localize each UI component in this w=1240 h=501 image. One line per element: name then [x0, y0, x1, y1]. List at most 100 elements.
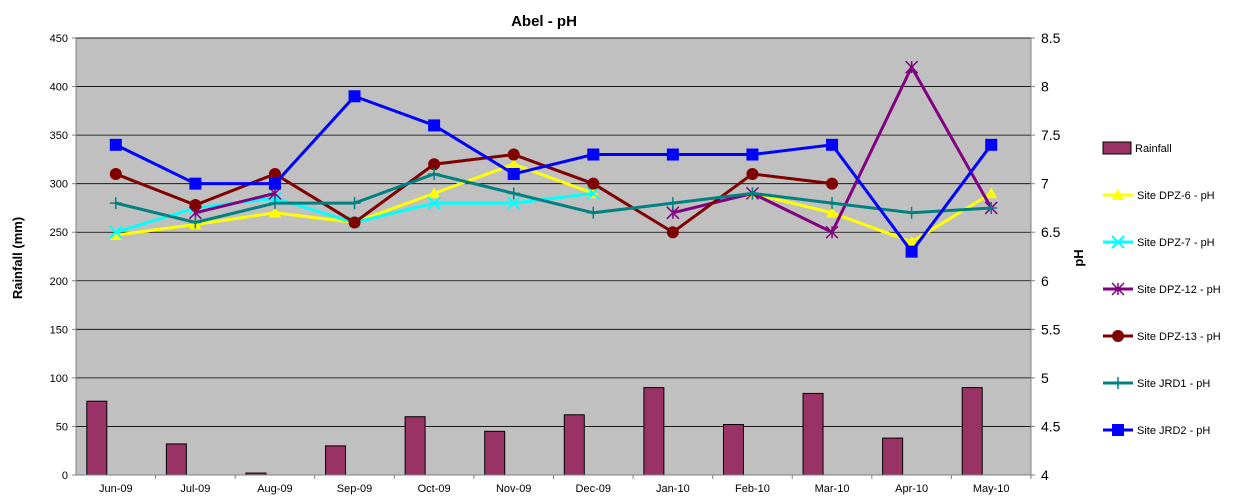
rainfall-bar: [722, 424, 744, 476]
data-point: [746, 167, 759, 180]
data-point: [1112, 189, 1124, 200]
data-point: [666, 226, 679, 239]
data-point: [109, 197, 122, 210]
left-tick-label: 250: [50, 227, 68, 239]
right-tick-label: 5.5: [1041, 321, 1061, 337]
rainfall-bar: [882, 437, 904, 476]
rainfall-bar: [484, 430, 506, 476]
series-site-dpz-13-ph: [109, 148, 839, 239]
legend-swatch-rainfall: [1102, 141, 1132, 155]
data-point: [109, 225, 123, 239]
x-tick-label: Feb-10: [735, 483, 770, 495]
x-tick-label: Sep-09: [337, 483, 372, 495]
data-point: [428, 119, 441, 132]
data-point: [1112, 330, 1124, 342]
left-tick-label: 50: [56, 421, 68, 433]
x-tick-label: Jan-10: [656, 483, 690, 495]
data-point: [587, 206, 600, 219]
left-tick-label: 400: [50, 82, 68, 94]
data-point: [586, 186, 600, 201]
right-tick-label: 8: [1041, 79, 1049, 95]
data-point: [507, 158, 520, 170]
data-point: [189, 177, 202, 190]
right-tick-label: 7.5: [1041, 127, 1061, 143]
data-point: [507, 148, 520, 161]
series-line: [115, 172, 992, 225]
x-tick-label: Aug-09: [257, 483, 292, 495]
chart-title: Abel - pH: [511, 13, 577, 30]
left-tick-label: 200: [50, 276, 68, 288]
data-point: [427, 196, 441, 210]
legend-label: Site DPZ-7 - pH: [1137, 237, 1215, 249]
x-tick-label: Jul-09: [180, 483, 210, 495]
left-tick-label: 450: [50, 33, 68, 45]
right-tick-label: 4.5: [1041, 418, 1061, 434]
x-axis-tick-labels: Jun-09 Jul-09 Aug-09 Sep-09 Oct-09 Nov-09 Dec-…: [99, 483, 1010, 495]
data-point: [507, 196, 521, 210]
legend-label: Site JRD2 - pH: [1137, 425, 1210, 437]
data-point: [905, 60, 919, 74]
right-axis-tick-labels: 4 4.5 5 5.5 6 6.5 7 7.5 8 8.5: [1041, 30, 1061, 483]
data-point: [268, 167, 281, 180]
rainfall-bar: [165, 443, 187, 476]
series-site-dpz-12-ph: [188, 60, 998, 239]
series-line: [195, 191, 276, 215]
data-point: [189, 216, 202, 229]
x-tick-label: Dec-09: [576, 483, 611, 495]
data-point: [428, 167, 441, 180]
legend-label: Site JRD1 - pH: [1137, 378, 1210, 390]
x-tick-label: Apr-10: [895, 483, 928, 495]
data-point: [507, 167, 520, 180]
data-point: [905, 245, 918, 258]
data-point: [985, 138, 998, 151]
left-tick-label: 0: [62, 470, 68, 482]
legend-label-rainfall: Rainfall: [1135, 143, 1172, 155]
rainfall-bar: [404, 416, 426, 476]
rainfall-bar: [86, 400, 108, 476]
right-tick-label: 4: [1041, 467, 1049, 483]
series-line: [115, 153, 833, 235]
rainfall-bar: [563, 414, 585, 476]
rainfall-bar: [643, 387, 665, 476]
right-tick-label: 7: [1041, 176, 1049, 192]
data-point: [1112, 377, 1124, 389]
rainfall-bar: [802, 392, 824, 476]
data-point: [985, 201, 998, 214]
data-point: [109, 229, 122, 240]
data-point: [348, 197, 361, 210]
data-point: [905, 235, 918, 247]
right-axis-label: pH: [1071, 249, 1086, 266]
data-point: [1111, 282, 1125, 296]
axes: [72, 37, 1035, 479]
left-tick-label: 300: [50, 179, 68, 191]
x-tick-label: Jun-09: [99, 483, 133, 495]
data-point: [826, 206, 839, 218]
data-point: [666, 197, 679, 210]
legend-label: Site DPZ-13 - pH: [1137, 331, 1221, 343]
data-point: [348, 90, 361, 103]
data-point: [189, 199, 202, 212]
series-line: [752, 191, 992, 244]
data-point: [109, 138, 122, 151]
data-point: [666, 148, 679, 161]
rainfall-bar: [325, 445, 347, 476]
data-point: [268, 177, 281, 190]
data-point: [428, 187, 441, 199]
left-tick-label: 350: [50, 130, 68, 142]
left-tick-label: 100: [50, 373, 68, 385]
data-point: [825, 225, 839, 239]
right-tick-label: 8.5: [1041, 30, 1061, 46]
left-tick-label: 150: [50, 324, 68, 336]
plot-area: [75, 37, 1032, 476]
right-tick-label: 6: [1041, 273, 1049, 289]
data-point: [826, 177, 839, 190]
data-point: [1112, 424, 1124, 436]
data-point: [746, 148, 759, 161]
data-point: [268, 206, 281, 218]
data-point: [1111, 235, 1125, 249]
data-point: [348, 216, 361, 229]
left-axis-tick-labels: 0 50 100 150 200 250 300 350 400 450: [50, 33, 68, 482]
legend: Rainfall Site DPZ-6 - pH Site DPZ-7 - pH Si…: [1102, 141, 1221, 437]
rainfall-bar: [961, 387, 983, 476]
right-tick-label: 6.5: [1041, 224, 1061, 240]
